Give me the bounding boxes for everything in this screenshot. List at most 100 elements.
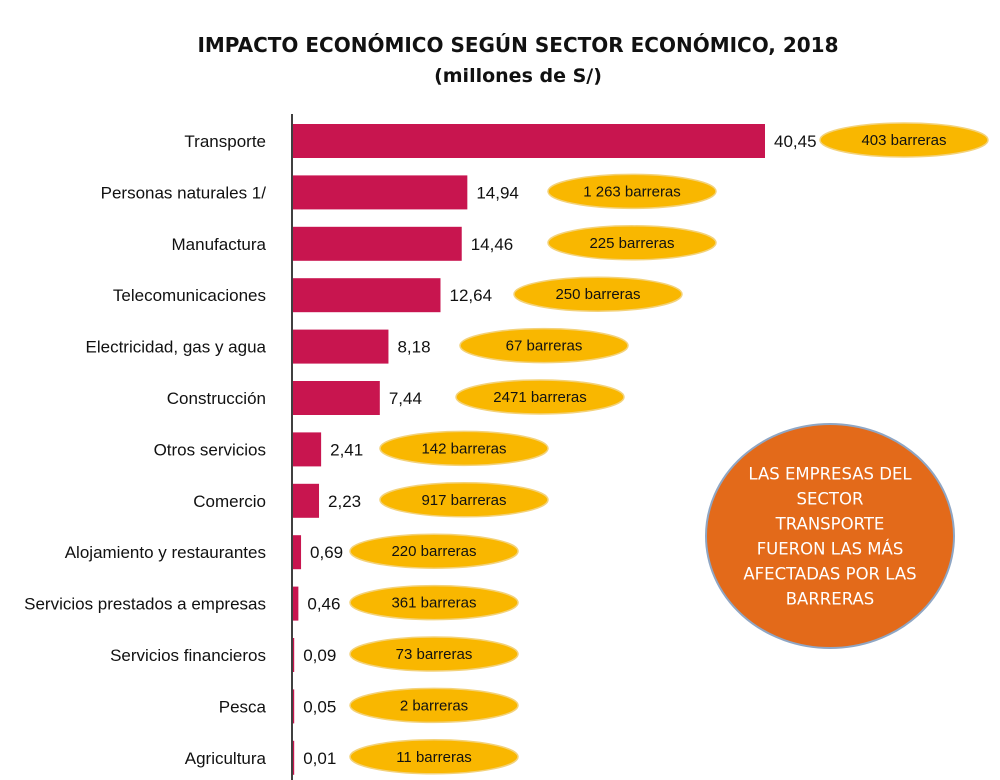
bar (293, 689, 295, 724)
barrier-count-badge: 220 barreras (349, 533, 519, 569)
badge-shape (349, 584, 519, 621)
bar (293, 740, 295, 775)
badge-label: 225 barreras (589, 235, 674, 252)
barrier-count-badge: 250 barreras (513, 276, 683, 312)
bar-row: Agricultura 0,01 11 barreras (185, 739, 519, 775)
bar-row: Comercio 2,23 917 barreras (193, 482, 549, 518)
bar (293, 535, 302, 570)
barrier-count-badge: 225 barreras (547, 225, 717, 261)
category-label: Alojamiento y restaurantes (65, 543, 266, 562)
barrier-count-badge: 1 263 barreras (547, 173, 717, 210)
badge-shape (459, 327, 629, 364)
value-label: 0,01 (303, 749, 336, 768)
badge-shape (819, 122, 989, 158)
badge-shape (547, 225, 717, 261)
category-label: Construcción (167, 389, 266, 408)
category-label: Servicios financieros (110, 646, 266, 665)
bar (293, 586, 299, 621)
bar-row: Telecomunicaciones 12,64 250 barreras (113, 276, 683, 313)
bar (293, 432, 322, 467)
bar-row: Manufactura 14,46 225 barreras (172, 225, 717, 261)
bar-row: Pesca 0,05 2 barreras (219, 687, 519, 724)
category-label: Comercio (193, 492, 266, 511)
barrier-count-badge: 67 barreras (459, 327, 629, 364)
badge-shape (513, 276, 683, 312)
badge-label: 361 barreras (391, 595, 476, 612)
badge-label: 73 barreras (396, 646, 473, 663)
barrier-count-badge: 917 barreras (379, 482, 549, 518)
bar-row: Electricidad, gas y agua 8,18 67 barreras (86, 327, 629, 364)
barrier-count-badge: 2471 barreras (455, 379, 625, 415)
callout-text: LAS EMPRESAS DEL SECTOR TRANSPORTE FUERON L… (743, 465, 916, 609)
callout-line: AFECTADAS POR LAS (743, 565, 916, 584)
value-label: 7,44 (389, 389, 422, 408)
bar-row: Personas naturales 1/14,94 1 263 barreras (101, 173, 717, 210)
category-label: Telecomunicaciones (113, 286, 266, 305)
barrier-count-badge: 142 barreras (379, 430, 549, 467)
badge-label: 67 barreras (506, 338, 583, 355)
bar-row: Otros servicios 2,41 142 barreras (154, 430, 549, 467)
badge-label: 1 263 barreras (583, 183, 681, 200)
callout-line: FUERON LAS MÁS (757, 540, 904, 559)
barrier-count-badge: 403 barreras (819, 122, 989, 158)
bar-row: Construcción 7,44 2471 barreras (167, 379, 625, 415)
category-label: Servicios prestados a empresas (24, 595, 266, 614)
bar (293, 278, 441, 313)
bar-row: Servicios financieros 0,09 73 barreras (110, 636, 519, 672)
badge-label: 220 barreras (391, 543, 476, 560)
value-label: 14,94 (476, 183, 519, 202)
badge-label: 917 barreras (421, 492, 506, 509)
value-label: 0,09 (303, 646, 336, 665)
badge-shape (379, 430, 549, 467)
category-label: Transporte (184, 132, 266, 151)
bar (293, 381, 380, 415)
badge-shape (349, 739, 519, 775)
barrier-count-badge: 361 barreras (349, 584, 519, 621)
value-label: 2,41 (330, 440, 363, 459)
value-label: 0,69 (310, 543, 343, 562)
value-label: 14,46 (471, 235, 514, 254)
callout-line: SECTOR (797, 490, 864, 509)
bar-row: Alojamiento y restaurantes 0,69 220 barrer… (65, 533, 519, 570)
bar (293, 226, 462, 261)
category-label: Agricultura (185, 749, 267, 768)
chart-title: IMPACTO ECONÓMICO SEGÚN SECTOR ECONÓMICO… (197, 33, 838, 57)
badge-shape (547, 173, 717, 210)
callout-bubble: LAS EMPRESAS DEL SECTOR TRANSPORTE FUERON L… (705, 423, 955, 649)
bar (293, 638, 295, 672)
category-label: Personas naturales 1/ (101, 183, 267, 202)
badge-label: 403 barreras (861, 132, 946, 149)
badge-shape (455, 379, 625, 415)
bar (293, 175, 468, 210)
value-label: 12,64 (449, 286, 492, 305)
barrier-count-badge: 73 barreras (349, 636, 519, 672)
value-label: 0,05 (303, 697, 336, 716)
callout-line: LAS EMPRESAS DEL (748, 465, 912, 484)
badge-label: 250 barreras (555, 286, 640, 303)
value-label: 8,18 (397, 338, 430, 357)
badge-shape (349, 687, 519, 724)
category-label: Pesca (219, 697, 267, 716)
value-label: 40,45 (774, 132, 817, 151)
badge-shape (349, 533, 519, 569)
barrier-count-badge: 11 barreras (349, 739, 519, 775)
bar (293, 124, 765, 158)
callout-line: TRANSPORTE (775, 515, 885, 534)
bar-row: Servicios prestados a empresas 0,46 361 ba… (24, 584, 519, 621)
badge-label: 2 barreras (400, 697, 468, 714)
category-label: Manufactura (172, 235, 267, 254)
category-label: Electricidad, gas y agua (86, 338, 267, 357)
category-label: Otros servicios (154, 440, 266, 459)
bar (293, 329, 389, 364)
badge-shape (379, 482, 549, 518)
value-label: 0,46 (307, 595, 340, 614)
barrier-count-badge: 2 barreras (349, 687, 519, 724)
callout-line: BARRERAS (786, 590, 875, 609)
badge-label: 11 barreras (396, 749, 472, 766)
chart-subtitle: (millones de S/) (434, 65, 602, 87)
bar-row: Transporte 40,45 403 barreras (184, 122, 989, 158)
badge-label: 142 barreras (421, 440, 506, 457)
badge-shape (349, 636, 519, 672)
value-label: 2,23 (328, 492, 361, 511)
